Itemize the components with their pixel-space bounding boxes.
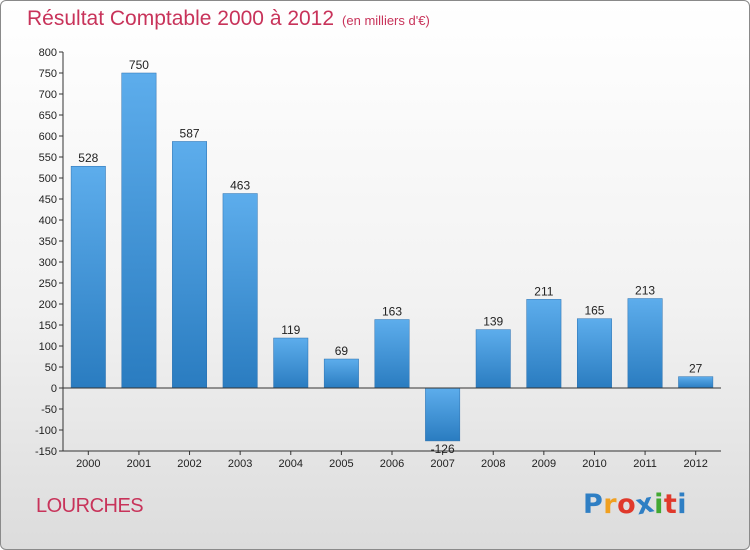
x-tick-label: 2001 [127, 458, 151, 470]
x-tick-label: 2009 [532, 458, 556, 470]
x-tick-label: 2008 [481, 458, 505, 470]
x-tick-label: 2003 [228, 458, 252, 470]
logo-letter: r [603, 489, 618, 520]
bar-2006 [374, 319, 410, 389]
value-label: 211 [534, 284, 553, 298]
bar-2003 [222, 193, 258, 389]
bar-2008 [475, 329, 511, 389]
y-tick-label: -150 [35, 446, 57, 458]
y-tick-label: -50 [41, 404, 57, 416]
y-tick-label: 400 [39, 215, 57, 227]
x-tick-label: 2000 [76, 458, 100, 470]
bars [70, 72, 714, 442]
bar-2004 [273, 337, 309, 389]
x-tick-label: 2007 [430, 458, 454, 470]
bar-2010 [577, 318, 612, 389]
bar-2012 [678, 376, 714, 389]
y-tick-label: 500 [39, 173, 57, 185]
bar-2011 [627, 298, 663, 389]
chart-title: Résultat Comptable 2000 à 2012 (en millie… [27, 7, 430, 31]
bar-2001 [121, 72, 157, 389]
x-tick-label: 2010 [582, 458, 606, 470]
bar-2005 [323, 358, 359, 389]
x-tick-label: 2011 [633, 458, 657, 470]
value-label: 119 [281, 323, 300, 337]
value-label: 528 [78, 151, 98, 165]
y-tick-label: 50 [45, 362, 57, 374]
x-tick-label: 2002 [177, 458, 201, 470]
y-tick-label: 700 [39, 89, 57, 101]
y-tick-label: 250 [39, 278, 57, 290]
y-tick-label: 350 [39, 236, 57, 248]
logo-letter: i [677, 489, 688, 520]
value-label: 139 [483, 315, 503, 329]
chart-subtitle: (en milliers d'€) [342, 13, 430, 28]
logo-letter: i [654, 489, 664, 520]
value-label: 213 [635, 284, 655, 298]
y-tick-label: -100 [35, 425, 57, 437]
y-tick-label: 650 [39, 110, 57, 122]
value-label: 750 [129, 58, 149, 72]
y-tick-label: 450 [39, 194, 57, 206]
logo-letter: t [663, 489, 678, 520]
logo-letter: P [583, 489, 604, 520]
y-tick-label: 600 [39, 131, 57, 143]
chart-title-text: Résultat Comptable 2000 à 2012 [27, 7, 335, 30]
value-label: 163 [382, 305, 402, 319]
y-tick-label: 0 [51, 383, 57, 395]
bar-2009 [526, 299, 562, 389]
value-labels: 528 750 587 463 119 69 163 -126 139 211 165 213 27 [78, 58, 702, 456]
x-tick-label: 2006 [380, 458, 404, 470]
place-name: LOURCHES [36, 495, 144, 517]
y-tick-label: 800 [39, 47, 57, 59]
value-label: 69 [335, 344, 349, 358]
axes: -150 -100 -50 0 50 100 150 200 250 300 350 400 450 50… [35, 47, 721, 470]
y-tick-label: 100 [39, 341, 57, 353]
logo-letter: o [617, 489, 637, 520]
value-label: 587 [180, 126, 200, 140]
value-label: 27 [689, 362, 703, 376]
bar-2000 [70, 165, 106, 389]
value-label: 165 [584, 304, 604, 318]
y-tick-label: 150 [39, 320, 57, 332]
proxiti-logo: Proxiti [583, 487, 688, 521]
x-tick-label: 2005 [329, 458, 353, 470]
value-label: 463 [230, 179, 250, 193]
x-tick-label: 2012 [683, 458, 707, 470]
value-label: -126 [431, 442, 455, 456]
y-tick-label: 550 [39, 152, 57, 164]
bar-2002 [172, 141, 207, 389]
bar-2007 [425, 387, 461, 442]
x-tick-label: 2004 [279, 458, 303, 470]
y-tick-label: 200 [39, 299, 57, 311]
y-tick-label: 750 [39, 68, 57, 80]
y-tick-label: 300 [39, 257, 57, 269]
